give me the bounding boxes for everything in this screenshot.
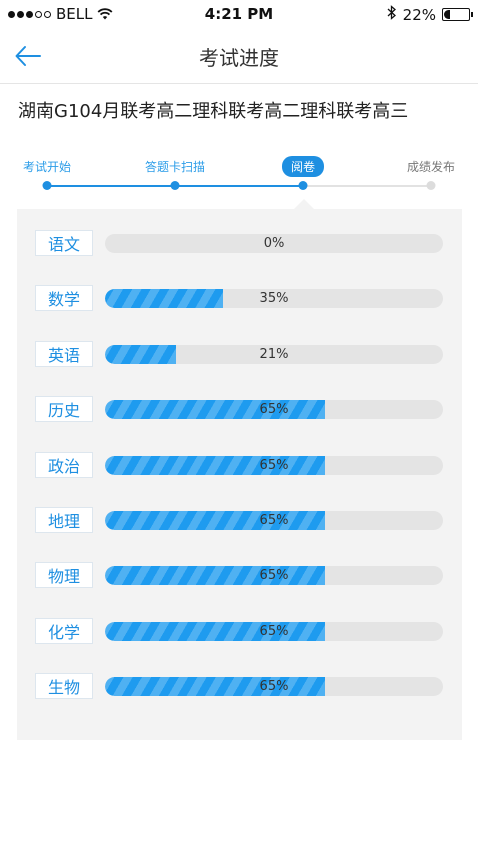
- progress-fill: [105, 511, 325, 530]
- carrier-label: BELL: [56, 5, 93, 23]
- wifi-icon: [97, 7, 113, 21]
- subject-label: 地理: [35, 507, 93, 533]
- progress-percent: 21%: [259, 347, 289, 362]
- exam-title: 湖南G104月联考高二理科联考高二理科联考高三: [18, 101, 409, 122]
- progress-fill: [105, 345, 176, 364]
- subject-label: 语文: [35, 230, 93, 256]
- step-dot-marking: [298, 181, 308, 190]
- step-dot-publish: [426, 181, 436, 190]
- progress-percent: 65%: [259, 458, 289, 473]
- back-button[interactable]: [10, 38, 46, 74]
- progress-track: 65%: [105, 677, 443, 696]
- step-label-publish: 成绩发布: [406, 160, 456, 174]
- status-bar: BELL 4:21 PM 22%: [0, 0, 478, 28]
- step-label-marking: 阅卷: [281, 156, 325, 177]
- subject-row: 英语 21%: [35, 341, 445, 367]
- step-label-scan: 答题卡扫描: [144, 160, 206, 174]
- step-dot-scan: [170, 181, 180, 190]
- subject-label: 物理: [35, 562, 93, 588]
- progress-track: 65%: [105, 400, 443, 419]
- subject-label: 数学: [35, 285, 93, 311]
- subject-row: 历史 65%: [35, 396, 445, 422]
- subject-label: 历史: [35, 396, 93, 422]
- subject-row: 生物 65%: [35, 673, 445, 699]
- progress-track: 65%: [105, 511, 443, 530]
- status-time: 4:21 PM: [204, 5, 274, 23]
- bluetooth-icon: [387, 5, 397, 24]
- panel-pointer: [294, 199, 314, 209]
- subject-label: 化学: [35, 618, 93, 644]
- subject-label: 英语: [35, 341, 93, 367]
- progress-percent: 0%: [263, 236, 285, 251]
- subject-row: 语文 0%: [35, 230, 445, 256]
- progress-percent: 65%: [259, 624, 289, 639]
- subject-row: 政治 65%: [35, 452, 445, 478]
- progress-percent: 65%: [259, 402, 289, 417]
- progress-fill: [105, 289, 224, 308]
- progress-track: 65%: [105, 456, 443, 475]
- progress-fill: [105, 456, 325, 475]
- progress-percent: 65%: [259, 568, 289, 583]
- step-line-future: [303, 185, 431, 187]
- battery-icon: [442, 8, 473, 21]
- subject-label: 政治: [35, 452, 93, 478]
- arrow-left-icon: [15, 46, 41, 66]
- subject-row: 数学 35%: [35, 285, 445, 311]
- status-right: 22%: [387, 5, 473, 24]
- progress-fill: [105, 677, 325, 696]
- step-label-start: 考试开始: [22, 160, 72, 174]
- progress-fill: [105, 566, 325, 585]
- progress-track: 35%: [105, 289, 443, 308]
- subject-progress-panel: 语文 0% 数学 35% 英语 21% 历史 65% 政治 65% 地理 65%…: [17, 209, 462, 740]
- progress-fill: [105, 400, 325, 419]
- subject-label: 生物: [35, 673, 93, 699]
- status-left: BELL: [8, 5, 113, 23]
- nav-bar: 考试进度: [0, 28, 478, 84]
- progress-percent: 65%: [259, 679, 289, 694]
- progress-track: 21%: [105, 345, 443, 364]
- progress-track: 65%: [105, 566, 443, 585]
- progress-track: 65%: [105, 622, 443, 641]
- signal-dots-icon: [8, 10, 51, 18]
- step-dot-start: [42, 181, 52, 190]
- subject-row: 化学 65%: [35, 618, 445, 644]
- subject-row: 地理 65%: [35, 507, 445, 533]
- page-title: 考试进度: [199, 46, 279, 70]
- progress-fill: [105, 622, 325, 641]
- progress-track: 0%: [105, 234, 443, 253]
- progress-percent: 35%: [259, 291, 289, 306]
- subject-row: 物理 65%: [35, 562, 445, 588]
- progress-steps: 考试开始 答题卡扫描 阅卷 成绩发布: [0, 150, 478, 200]
- progress-percent: 65%: [259, 513, 289, 528]
- battery-percent: 22%: [402, 5, 436, 24]
